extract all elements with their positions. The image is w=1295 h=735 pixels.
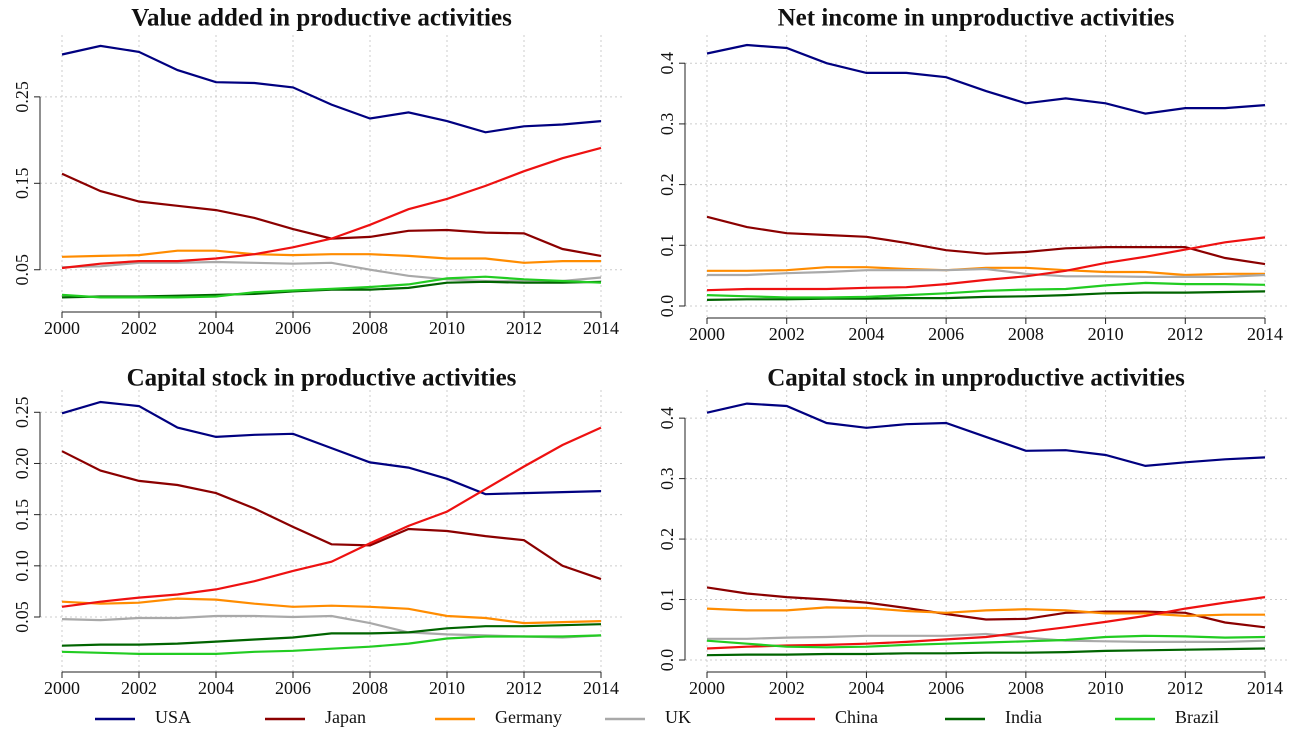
y-tick-label: 0.05 xyxy=(12,254,32,286)
series-line: UK xyxy=(707,267,1266,278)
x-tick-label: 2004 xyxy=(848,324,884,344)
x-tick-label: 2000 xyxy=(44,678,80,698)
x-tick-label: 2008 xyxy=(1008,678,1044,698)
series-line: Germany xyxy=(61,597,602,625)
x-tick-label: 2010 xyxy=(1088,324,1124,344)
x-tick-label: 2004 xyxy=(848,678,884,698)
x-tick-label: 2000 xyxy=(44,318,80,338)
series-line: Japan xyxy=(706,586,1266,629)
series-line: Japan xyxy=(706,215,1266,266)
y-tick-label: 0.15 xyxy=(12,499,32,531)
y-tick-label: 0.3 xyxy=(657,113,677,136)
series-line: Brazil xyxy=(61,275,602,299)
y-tick-label: 0.1 xyxy=(657,234,677,256)
x-tick-label: 2010 xyxy=(429,318,465,338)
series-line: UK xyxy=(707,632,1266,643)
y-tick-label: 0.05 xyxy=(12,601,32,633)
series-line: USA xyxy=(706,43,1266,115)
x-tick-label: 2012 xyxy=(1167,324,1203,344)
x-tick-label: 2008 xyxy=(352,678,388,698)
chart-title: Value added in productive activities xyxy=(131,5,512,32)
legend-label: USA xyxy=(155,707,191,727)
series-line: China xyxy=(61,426,602,608)
x-tick-label: 2006 xyxy=(928,324,964,344)
series-line: Japan xyxy=(61,172,602,257)
series-line: India xyxy=(61,623,602,647)
y-tick-label: 0.15 xyxy=(12,168,32,200)
legend-label: Germany xyxy=(495,707,562,727)
series-line: Germany xyxy=(706,606,1265,618)
x-tick-label: 2014 xyxy=(583,678,619,698)
y-tick-label: 0.10 xyxy=(12,550,32,582)
series-line: USA xyxy=(706,402,1266,468)
series-line: Germany xyxy=(61,249,601,264)
legend-label: India xyxy=(1005,707,1042,727)
y-tick-label: 0.1 xyxy=(657,588,677,611)
x-tick-label: 2002 xyxy=(769,678,805,698)
series-line: Japan xyxy=(61,450,602,581)
x-tick-label: 2012 xyxy=(506,318,542,338)
y-tick-label: 0.2 xyxy=(657,528,677,551)
x-tick-label: 2010 xyxy=(1088,678,1124,698)
y-tick-label: 0.0 xyxy=(657,649,677,672)
x-tick-label: 2004 xyxy=(198,678,234,698)
y-tick-label: 0.25 xyxy=(12,397,32,429)
y-tick-label: 0.0 xyxy=(657,295,677,318)
x-tick-label: 2012 xyxy=(506,678,542,698)
series-line: UK xyxy=(61,260,602,283)
series-line: India xyxy=(706,647,1266,657)
legend-label: China xyxy=(835,707,878,727)
x-tick-label: 2014 xyxy=(1247,678,1283,698)
x-tick-label: 2002 xyxy=(769,324,805,344)
legend-label: UK xyxy=(665,707,691,727)
y-tick-label: 0.2 xyxy=(657,173,677,196)
series-line: Brazil xyxy=(706,281,1266,299)
series-line: China xyxy=(706,596,1266,650)
legend-label: Japan xyxy=(325,707,366,727)
y-tick-label: 0.4 xyxy=(657,52,677,75)
series-line: China xyxy=(61,146,602,270)
chart-title: Capital stock in productive activities xyxy=(127,365,517,392)
x-tick-label: 2006 xyxy=(275,678,311,698)
series-line: Brazil xyxy=(706,634,1266,649)
y-tick-label: 0.3 xyxy=(657,467,677,490)
chart-title: Net income in unproductive activities xyxy=(778,5,1175,32)
x-tick-label: 2014 xyxy=(583,318,619,338)
x-tick-label: 2014 xyxy=(1247,324,1283,344)
x-tick-label: 2004 xyxy=(198,318,234,338)
x-tick-label: 2008 xyxy=(1008,324,1044,344)
series-line: USA xyxy=(61,44,602,134)
x-tick-label: 2002 xyxy=(121,318,157,338)
x-tick-label: 2010 xyxy=(429,678,465,698)
x-tick-label: 2006 xyxy=(275,318,311,338)
x-tick-label: 2006 xyxy=(928,678,964,698)
legend-label: Brazil xyxy=(1175,707,1219,727)
series-line: Brazil xyxy=(61,634,602,655)
y-tick-label: 0.25 xyxy=(12,81,32,113)
x-tick-label: 2012 xyxy=(1167,678,1203,698)
series-line: USA xyxy=(61,400,602,496)
chart-title: Capital stock in unproductive activities xyxy=(767,365,1185,392)
series-line: Germany xyxy=(707,266,1265,277)
y-tick-label: 0.4 xyxy=(657,407,677,430)
y-tick-label: 0.20 xyxy=(12,448,32,480)
x-tick-label: 2000 xyxy=(689,678,725,698)
series-line: India xyxy=(706,290,1266,301)
x-tick-label: 2000 xyxy=(689,324,725,344)
series-line: China xyxy=(706,236,1266,292)
x-tick-label: 2008 xyxy=(352,318,388,338)
x-tick-label: 2002 xyxy=(121,678,157,698)
